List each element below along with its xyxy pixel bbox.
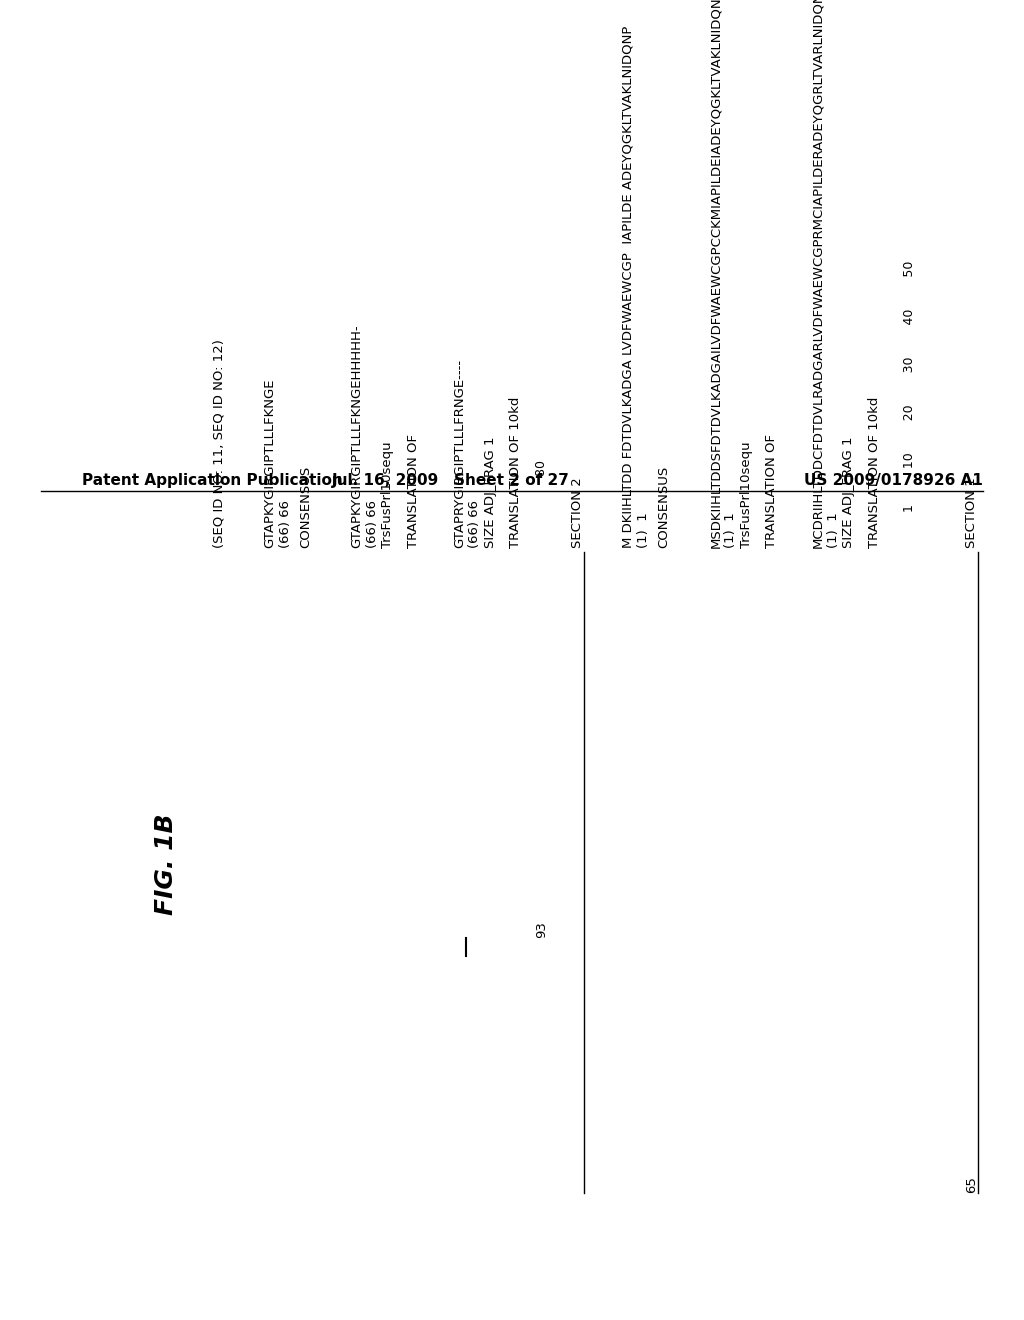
Text: 1         10        20        30        40        50: 1 10 20 30 40 50 (903, 260, 916, 548)
Text: SIZE ADJ_FRAG 1: SIZE ADJ_FRAG 1 (483, 437, 497, 548)
Text: SECTION 2: SECTION 2 (570, 478, 584, 548)
Text: TRANSLATION OF: TRANSLATION OF (407, 434, 420, 548)
Text: GTAPKYGIRGIPTLLLFKNGEHHHHH-: GTAPKYGIRGIPTLLLFKNGEHHHHH- (350, 325, 364, 548)
Text: SIZE ADJ_FRAG 1: SIZE ADJ_FRAG 1 (842, 437, 855, 548)
Text: (66) 66: (66) 66 (468, 500, 481, 548)
Text: Patent Application Publication: Patent Application Publication (82, 474, 343, 488)
Text: (66) 66: (66) 66 (366, 500, 379, 548)
Text: US 2009/0178926 A1: US 2009/0178926 A1 (804, 474, 983, 488)
Text: Jul. 16, 2009   Sheet 2 of 27: Jul. 16, 2009 Sheet 2 of 27 (332, 474, 569, 488)
Text: TrsFusPrl10sequ: TrsFusPrl10sequ (739, 441, 753, 548)
Text: (SEQ ID NO: 11, SEQ ID NO: 12): (SEQ ID NO: 11, SEQ ID NO: 12) (212, 339, 225, 548)
Text: TRANSLATION OF: TRANSLATION OF (765, 434, 778, 548)
Text: MSDKIIHLTDDSFDTDVLKADGAILVDFWAEWCGPCCKMIAPILDEIADEYQGKLTVAKLNIDQNP: MSDKIIHLTDDSFDTDVLKADGAILVDFWAEWCGPCCKMI… (709, 0, 722, 548)
Text: MCDRIIHLTDDCFDTDVLRADGARLVDFWAEWCGPRMCIAPILDERADEYQGRLTVARLNIDQNP: MCDRIIHLTDDCFDTDVLRADGARLVDFWAEWCGPRMCIA… (811, 0, 824, 548)
Text: 65: 65 (965, 1176, 978, 1193)
Text: (1)  1: (1) 1 (826, 512, 840, 548)
Text: (1)  1: (1) 1 (637, 512, 650, 548)
Text: TrsFusPrl10sequ: TrsFusPrl10sequ (381, 441, 394, 548)
Text: TRANSLATION OF 10kd: TRANSLATION OF 10kd (867, 396, 881, 548)
Text: M DKIIHLTDD FDTDVLKADGA LVDFWAEWCGP  IAPILDE ADEYQGKLTVAKLNIDQNP: M DKIIHLTDD FDTDVLKADGA LVDFWAEWCGP IAPI… (622, 25, 635, 548)
Text: 80: 80 (535, 459, 548, 548)
Text: TRANSLATION OF 10kd: TRANSLATION OF 10kd (509, 396, 522, 548)
Text: (1)  1: (1) 1 (724, 512, 737, 548)
Text: GTAPKYGIRGIPTLLLFKNGE: GTAPKYGIRGIPTLLLFKNGE (263, 379, 276, 548)
Text: SECTION 1: SECTION 1 (965, 478, 978, 548)
Text: CONSENSUS: CONSENSUS (299, 466, 312, 548)
Text: FIG. 1B: FIG. 1B (154, 813, 177, 915)
Text: (66) 66: (66) 66 (279, 500, 292, 548)
Text: 93: 93 (535, 921, 548, 939)
Text: CONSENSUS: CONSENSUS (657, 466, 671, 548)
Text: GTAPRYGIRGIPTLLLFRNGE----: GTAPRYGIRGIPTLLLFRNGE---- (453, 359, 466, 548)
